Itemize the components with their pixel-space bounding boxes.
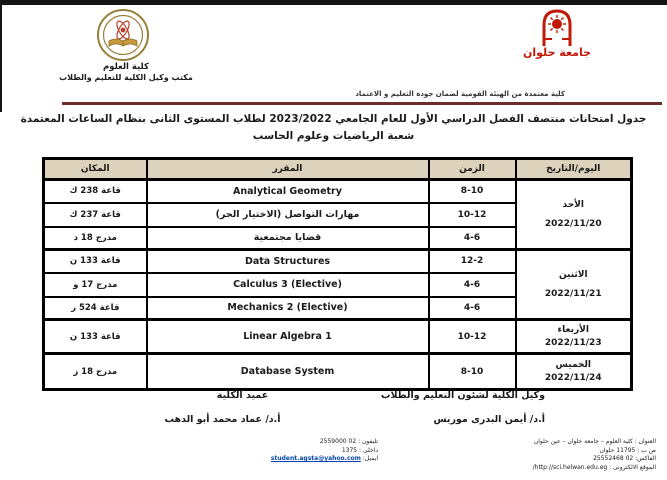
day-date: 2022/11/21 bbox=[544, 289, 602, 299]
time-cell: 4-6 bbox=[427, 295, 517, 321]
time-cell: 4-6 bbox=[427, 271, 517, 298]
day-cell-monday: الاثنين 2022/11/21 bbox=[514, 248, 633, 321]
column-header-place: المكان bbox=[42, 157, 148, 181]
day-name: الخميس bbox=[555, 360, 591, 370]
office-name: مكتب وكيل الكلية للتعليم والطلاب bbox=[59, 73, 193, 82]
table-header-row: اليوم/التاريخ الزمن المقرر المكان bbox=[42, 157, 633, 181]
day-cell-thursday: الخميس 2022/11/24 bbox=[514, 352, 633, 391]
table-row: 10-12 مهارات التواصل (الاختيار الحر) قاع… bbox=[42, 201, 632, 228]
day-cell-sunday: الأحد 2022/11/20 bbox=[514, 178, 633, 251]
time-cell: 4-6 bbox=[427, 225, 517, 251]
day-date: 2022/11/24 bbox=[544, 373, 602, 383]
table-row: 4-6 Mechanics 2 (Elective) قاعة 524 ر bbox=[42, 295, 632, 321]
table-row: الأربعاء 2022/11/23 10-12 Linear Algebra… bbox=[42, 318, 633, 355]
helwan-university-logo-icon bbox=[536, 7, 578, 47]
course-cell: Analytical Geometry bbox=[145, 178, 430, 204]
place-cell: مدرج 18 د bbox=[42, 225, 148, 251]
table-row: 4-6 Calculus 3 (Elective) مدرج 17 و bbox=[42, 271, 632, 298]
column-header-day: اليوم/التاريخ bbox=[514, 157, 633, 181]
place-cell: قاعة 524 ر bbox=[42, 295, 148, 321]
day-name: الأربعاء bbox=[557, 325, 589, 335]
time-cell: 8-10 bbox=[427, 178, 517, 204]
footer-address-line: العنوان : كلية العلوم – جامعة حلوان – عي… bbox=[533, 438, 656, 445]
footer-pobox-line: ص ب : 11795 حلوان bbox=[599, 446, 656, 454]
day-date: 2022/11/20 bbox=[544, 219, 602, 229]
table-row: الأحد 2022/11/20 8-10 Analytical Geometr… bbox=[42, 178, 633, 251]
footer-phone-line: تليفون : 02 2559000 bbox=[319, 438, 378, 445]
place-cell: قاعة 237 ك bbox=[42, 201, 148, 228]
footer-email-label: ايميل: bbox=[362, 455, 378, 462]
footer-contact-block: تليفون : 02 2559000 داخلى : 1375 ايميل: … bbox=[250, 438, 378, 464]
document-title-line1: جدول امتحانات منتصف الفصل الدراسي الأول … bbox=[20, 113, 647, 125]
footer-email-line: ايميل: student.agsta@yahoo.com bbox=[250, 455, 378, 464]
column-header-time: الزمن bbox=[427, 157, 517, 181]
course-cell: Database System bbox=[145, 352, 430, 391]
time-cell: 10-12 bbox=[427, 318, 517, 355]
time-cell: 8-10 bbox=[427, 352, 517, 391]
day-name: الاثنين bbox=[558, 270, 588, 280]
university-name: جامعة حلوان bbox=[522, 46, 592, 59]
place-cell: مدرج 18 ز bbox=[42, 352, 148, 391]
faculty-of-science-logo-icon bbox=[96, 8, 150, 62]
course-cell: Calculus 3 (Elective) bbox=[145, 271, 430, 298]
table-row: الاثنين 2022/11/21 12-2 Data Structures … bbox=[42, 248, 633, 321]
faculty-name: كلية العلوم bbox=[103, 62, 149, 72]
footer-email-link[interactable]: student.agsta@yahoo.com bbox=[270, 455, 361, 462]
day-name: الأحد bbox=[562, 200, 584, 210]
course-cell: Linear Algebra 1 bbox=[145, 318, 430, 355]
document-title-line2: شعبة الرياضيات وعلوم الحاسب bbox=[252, 130, 415, 142]
vice-dean-title: وكيل الكلية لشئون التعليم والطلاب bbox=[380, 390, 545, 401]
place-cell: قاعة 238 ك bbox=[42, 178, 148, 204]
dean-name: أ.د/ عماد محمد أبو الدهب bbox=[164, 414, 281, 425]
vice-dean-name: أ.د/ أيمن البدرى موريس bbox=[433, 414, 545, 425]
place-cell: قاعة 133 ن bbox=[42, 248, 148, 274]
scan-edge-top bbox=[0, 0, 667, 5]
course-cell: Mechanics 2 (Elective) bbox=[145, 295, 430, 321]
time-cell: 12-2 bbox=[427, 248, 517, 274]
day-date: 2022/11/23 bbox=[544, 338, 602, 348]
course-cell: قضايا مجتمعية bbox=[145, 225, 430, 251]
place-cell: قاعة 133 ن bbox=[42, 318, 148, 355]
column-header-course: المقرر bbox=[145, 157, 430, 181]
exam-schedule-table: اليوم/التاريخ الزمن المقرر المكان الأحد … bbox=[42, 157, 633, 391]
table-row: الخميس 2022/11/24 8-10 Database System م… bbox=[42, 352, 633, 391]
footer-internal-line: داخلى : 1375 bbox=[341, 446, 378, 454]
dean-title: عميد الكلية bbox=[216, 390, 269, 401]
footer-address-block: العنوان : كلية العلوم – جامعة حلوان – عي… bbox=[460, 438, 656, 472]
table-row: 4-6 قضايا مجتمعية مدرج 18 د bbox=[42, 225, 632, 251]
place-cell: مدرج 17 و bbox=[42, 271, 148, 298]
footer-fax-line: الفاكس: 02 25552468 bbox=[593, 455, 656, 462]
time-cell: 10-12 bbox=[427, 201, 517, 228]
day-cell-wednesday: الأربعاء 2022/11/23 bbox=[514, 318, 633, 355]
accreditation-note: كلية معتمدة من الهيئة القومية لضمان جودة… bbox=[355, 90, 565, 98]
course-cell: Data Structures bbox=[145, 248, 430, 274]
scan-edge-left bbox=[0, 0, 2, 112]
footer-website-line[interactable]: الموقع الالكترونى : http://sci.helwan.ed… bbox=[532, 463, 656, 471]
course-cell: مهارات التواصل (الاختيار الحر) bbox=[145, 201, 430, 228]
faculty-office-block: كلية العلوم مكتب وكيل الكلية للتعليم وال… bbox=[28, 62, 224, 82]
header-divider-rule bbox=[62, 102, 662, 105]
